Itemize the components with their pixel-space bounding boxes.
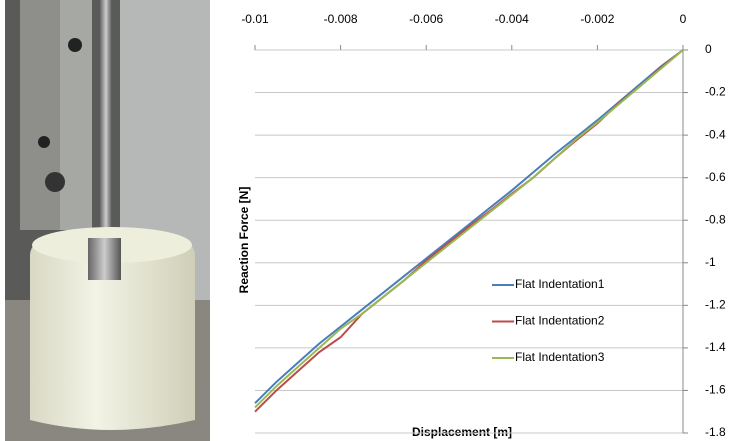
series-line [254,49,684,409]
x-tick-label: 0 [680,12,687,26]
y-tick-label: -0.8 [705,212,726,226]
photo [5,0,210,441]
y-tick-label: -0.4 [705,127,726,141]
y-tick-label: -1.4 [705,340,726,354]
legend-label: Flat Indentation3 [515,350,605,364]
legend-label: Flat Indentation2 [515,314,605,328]
y-tick-label: -1.6 [705,383,726,397]
legend-label: Flat Indentation1 [515,277,605,291]
y-tick-label: -1.2 [705,298,726,312]
y-tick-label: -0.2 [705,85,726,99]
y-tick-label: -1 [705,255,716,269]
y-tick-label: 0 [705,42,712,56]
y-tick-label: -1.8 [705,425,726,439]
x-tick-label: -0.006 [409,12,443,26]
y-tick-label: -0.6 [705,170,726,184]
series-line [254,49,684,404]
x-tick-label: -0.004 [495,12,529,26]
x-tick-label: -0.008 [324,12,358,26]
x-tick-label: -0.002 [580,12,614,26]
y-axis-label: Reaction Force [N] [237,187,251,294]
x-axis-label: Displacement [m] [412,425,512,439]
x-tick-label: -0.01 [241,12,269,26]
